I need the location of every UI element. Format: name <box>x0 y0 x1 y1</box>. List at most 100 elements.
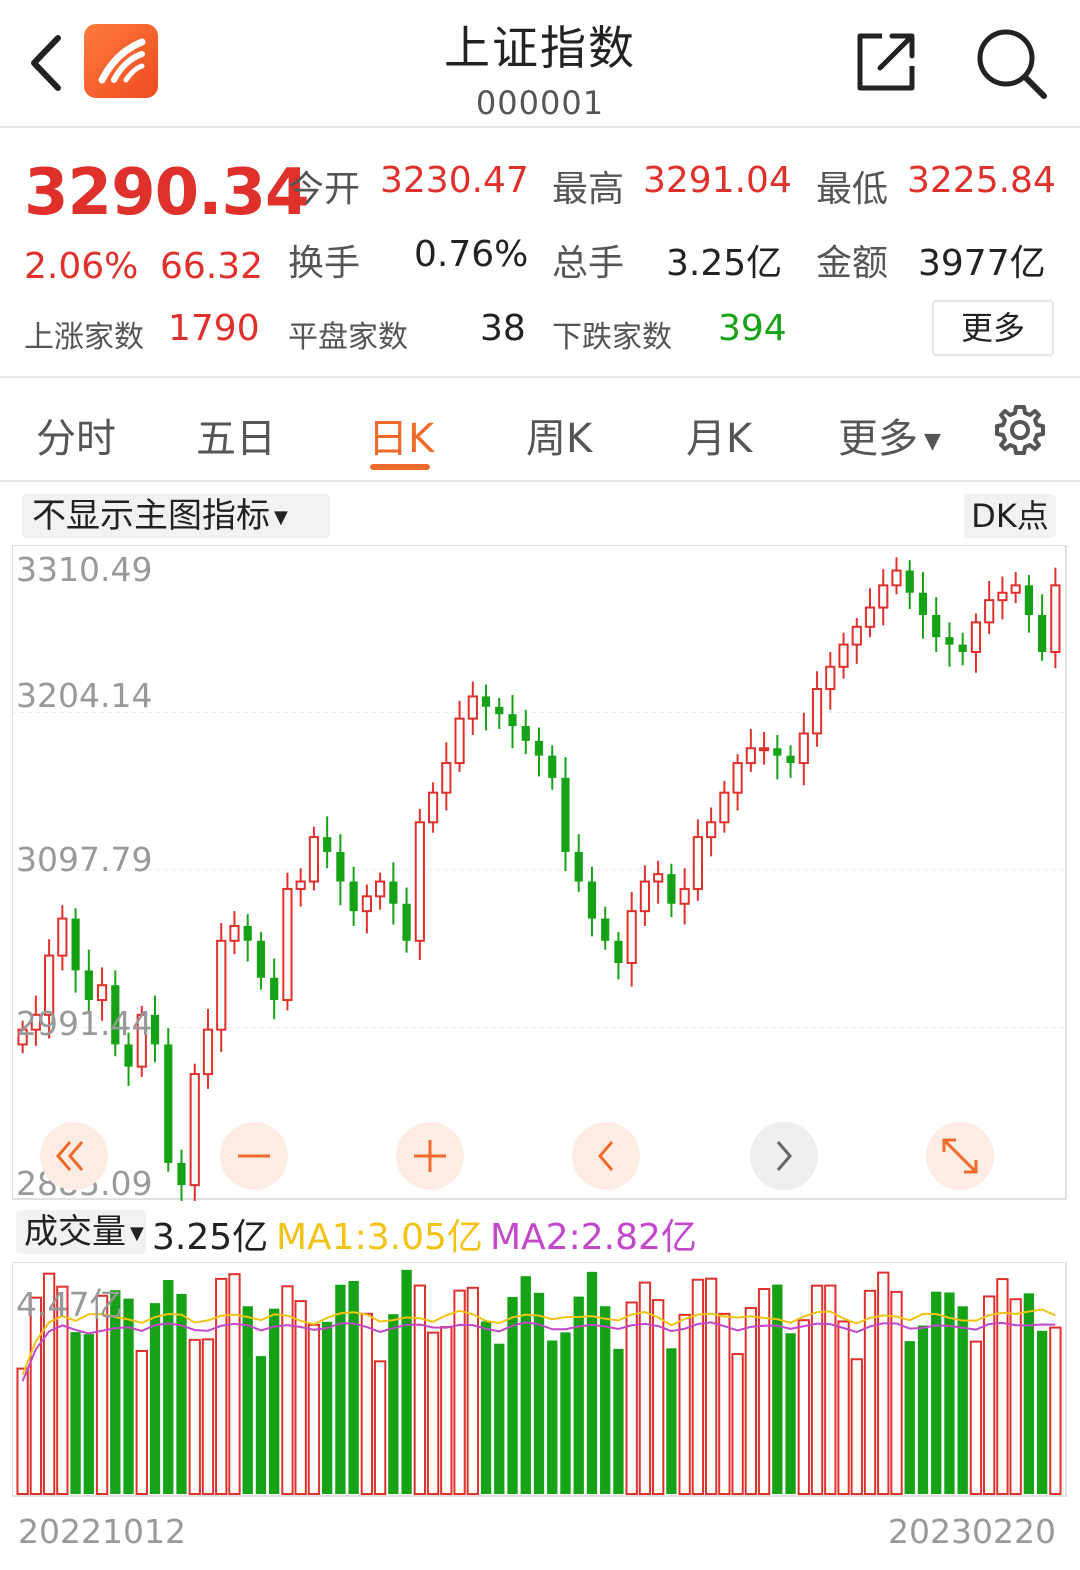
dk-point-button[interactable]: DK点 <box>964 494 1056 538</box>
title-block: 上证指数 000001 <box>340 12 740 122</box>
candle-up <box>970 621 982 653</box>
main-indicator-select[interactable]: 不显示主图指标 ▼ <box>22 494 330 538</box>
scroll-left-far-button[interactable] <box>40 1122 108 1190</box>
candle-up <box>189 1073 200 1187</box>
candle-up <box>441 762 452 794</box>
start-date: 20221012 <box>18 1512 186 1551</box>
candlestick-chart[interactable] <box>12 545 1068 1201</box>
candle-up <box>719 791 730 824</box>
fullscreen-button[interactable] <box>926 1122 994 1190</box>
down-count: 394 <box>718 308 787 349</box>
volume-bar-up <box>969 1340 983 1495</box>
candle-down <box>270 977 279 1001</box>
tab-more[interactable]: 更多 ▼ <box>838 406 941 464</box>
high-label: 最高 <box>552 169 625 210</box>
candle-up <box>838 643 849 668</box>
volume-bar-down <box>110 1290 121 1494</box>
scroll-left-button[interactable] <box>572 1122 640 1190</box>
volume-bar-up <box>996 1278 1009 1495</box>
more-quote-button[interactable]: 更多 <box>932 300 1054 356</box>
volume-bar-down <box>666 1348 677 1494</box>
volume-bar-up <box>215 1277 228 1495</box>
candle-down <box>150 1014 160 1045</box>
volume-bar-up <box>824 1284 837 1495</box>
up-count-label: 上涨家数 <box>24 320 144 355</box>
volume-bar-down <box>573 1296 584 1494</box>
volume-bar-up <box>16 1367 29 1495</box>
volume-max-label: 4.47亿 <box>16 1285 123 1324</box>
volume-bar-down <box>931 1291 942 1494</box>
candle-up <box>295 880 306 890</box>
candle-up <box>997 591 1008 602</box>
volume-bar-down <box>600 1306 611 1494</box>
volume-bar-up <box>281 1285 294 1496</box>
end-date: 20230220 <box>888 1512 1056 1551</box>
candle-down <box>918 592 928 615</box>
candle-down <box>349 881 358 912</box>
candle-up <box>811 688 823 735</box>
candle-down <box>336 851 345 882</box>
candle-up <box>17 1028 28 1046</box>
candle-up <box>414 821 425 942</box>
candle-up <box>706 821 717 839</box>
low-value: 3225.84 <box>907 160 1056 201</box>
tab-monthly-k[interactable]: 月K <box>686 416 753 462</box>
volume-bar-up <box>453 1289 466 1495</box>
candle-up <box>758 747 770 752</box>
volume-bar-up <box>691 1278 705 1495</box>
tab-intraday[interactable]: 分时 <box>36 416 116 462</box>
candle-down <box>773 748 782 756</box>
ma1-line <box>21 1308 1056 1376</box>
zoom-out-button[interactable] <box>220 1122 288 1190</box>
volume-bar-down <box>242 1306 253 1494</box>
minus-icon <box>238 1154 270 1158</box>
app-logo[interactable] <box>84 24 158 98</box>
change-value: 66.32 <box>160 246 264 287</box>
volume-bar-up <box>1009 1298 1022 1495</box>
volume-chart[interactable] <box>12 1262 1068 1498</box>
gear-icon[interactable] <box>994 404 1046 456</box>
volume-bar-down <box>269 1308 280 1494</box>
volume-bar-down <box>533 1292 545 1494</box>
scroll-right-button[interactable] <box>750 1122 818 1190</box>
candle-up <box>1010 584 1021 594</box>
down-count-label: 下跌家数 <box>552 320 672 355</box>
high-value: 3291.04 <box>643 160 792 201</box>
candle-up <box>745 747 756 765</box>
amount-label: 金额 <box>816 243 889 284</box>
y-tick-3: 3097.79 <box>16 840 153 879</box>
candle-down <box>667 874 676 904</box>
candle-up <box>639 880 651 913</box>
open-value: 3230.47 <box>380 160 529 201</box>
chevron-right-icon <box>776 1141 792 1171</box>
zoom-in-button[interactable] <box>396 1122 464 1190</box>
chevron-left-icon <box>598 1141 614 1171</box>
volume-bar-down <box>560 1332 571 1494</box>
candle-up <box>878 584 889 609</box>
candle-down <box>495 706 504 715</box>
tab-daily-k[interactable]: 日K <box>368 416 435 462</box>
candle-down <box>548 755 557 778</box>
tab-weekly-k[interactable]: 周K <box>526 416 593 462</box>
candle-up <box>96 984 108 1002</box>
share-icon[interactable] <box>852 28 920 96</box>
volume-indicator-select[interactable]: 成交量 ▼ <box>16 1210 146 1254</box>
volume-bar-down <box>547 1340 558 1494</box>
search-icon[interactable] <box>972 26 1050 100</box>
volume-bar-down <box>255 1356 267 1494</box>
chevron-left-icon[interactable] <box>22 28 72 98</box>
volume-bar-down <box>904 1341 915 1494</box>
volume-bar-down <box>480 1321 492 1494</box>
volume-ma1: MA1:3.05亿 <box>276 1217 483 1258</box>
tab-five-day[interactable]: 五日 <box>196 416 276 462</box>
plus-icon <box>414 1140 446 1172</box>
volume-bar-up <box>56 1285 69 1496</box>
volume-bar-down <box>176 1293 187 1494</box>
volume-bar-up <box>731 1353 744 1495</box>
candle-up <box>30 1013 41 1031</box>
candle-down <box>1024 585 1034 615</box>
volume-bar-up <box>188 1338 201 1495</box>
candle-down <box>84 970 93 1001</box>
volume-bar-down <box>785 1333 796 1494</box>
candle-up <box>136 1013 147 1068</box>
